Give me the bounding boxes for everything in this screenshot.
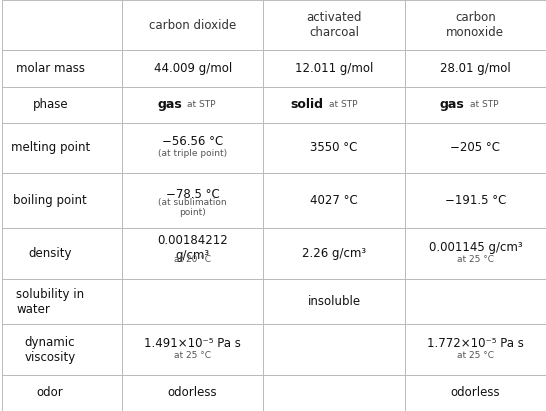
Bar <box>2 279 122 324</box>
Text: 3550 °C: 3550 °C <box>310 141 358 154</box>
Text: phase: phase <box>32 98 68 111</box>
Text: odorless: odorless <box>450 386 500 399</box>
Bar <box>263 324 405 375</box>
Text: boiling point: boiling point <box>13 194 87 207</box>
Text: 0.001145 g/cm³: 0.001145 g/cm³ <box>429 241 522 254</box>
Bar <box>122 229 263 279</box>
Bar <box>122 51 263 87</box>
Bar <box>2 87 122 122</box>
Text: −56.56 °C: −56.56 °C <box>162 135 223 148</box>
Bar <box>122 122 263 173</box>
Bar <box>263 279 405 324</box>
Text: at STP: at STP <box>187 100 216 109</box>
Text: −78.5 °C: −78.5 °C <box>166 187 219 201</box>
Text: (at triple point): (at triple point) <box>158 149 227 158</box>
Bar <box>405 375 546 411</box>
Bar <box>2 122 122 173</box>
Text: (at sublimation
point): (at sublimation point) <box>158 198 227 217</box>
Text: −191.5 °C: −191.5 °C <box>444 194 506 207</box>
Text: activated
charcoal: activated charcoal <box>306 11 362 39</box>
Bar <box>122 375 263 411</box>
Text: melting point: melting point <box>10 141 90 154</box>
Bar <box>2 173 122 229</box>
Bar <box>263 87 405 122</box>
Text: 28.01 g/mol: 28.01 g/mol <box>440 62 511 75</box>
Text: solid: solid <box>290 98 323 111</box>
Text: gas: gas <box>440 98 465 111</box>
Text: at 25 °C: at 25 °C <box>174 351 211 360</box>
Text: dynamic
viscosity: dynamic viscosity <box>25 336 76 364</box>
Bar <box>122 87 263 122</box>
Bar <box>122 324 263 375</box>
Bar <box>405 324 546 375</box>
Text: at STP: at STP <box>470 100 498 109</box>
Text: 2.26 g/cm³: 2.26 g/cm³ <box>302 247 366 260</box>
Bar <box>405 173 546 229</box>
Text: 1.491×10⁻⁵ Pa s: 1.491×10⁻⁵ Pa s <box>144 337 241 350</box>
Bar <box>263 122 405 173</box>
Text: odorless: odorless <box>168 386 217 399</box>
Bar <box>2 51 122 87</box>
Bar <box>263 375 405 411</box>
Text: 12.011 g/mol: 12.011 g/mol <box>295 62 373 75</box>
Bar <box>405 51 546 87</box>
Text: 4027 °C: 4027 °C <box>310 194 358 207</box>
Text: at 20 °C: at 20 °C <box>174 255 211 264</box>
Text: insoluble: insoluble <box>307 295 360 308</box>
Bar <box>2 229 122 279</box>
Text: at 25 °C: at 25 °C <box>457 255 494 264</box>
Bar <box>2 0 122 51</box>
Text: gas: gas <box>157 98 182 111</box>
Bar <box>122 0 263 51</box>
Text: −205 °C: −205 °C <box>450 141 500 154</box>
Text: molar mass: molar mass <box>16 62 85 75</box>
Bar <box>2 375 122 411</box>
Text: odor: odor <box>37 386 63 399</box>
Bar <box>405 87 546 122</box>
Bar <box>263 51 405 87</box>
Bar <box>263 229 405 279</box>
Bar <box>263 173 405 229</box>
Text: 44.009 g/mol: 44.009 g/mol <box>153 62 232 75</box>
Bar <box>263 0 405 51</box>
Text: carbon dioxide: carbon dioxide <box>149 19 236 32</box>
Text: at STP: at STP <box>329 100 357 109</box>
Bar <box>405 279 546 324</box>
Text: at 25 °C: at 25 °C <box>457 351 494 360</box>
Text: carbon
monoxide: carbon monoxide <box>446 11 505 39</box>
Text: solubility in
water: solubility in water <box>16 288 84 316</box>
Text: 1.772×10⁻⁵ Pa s: 1.772×10⁻⁵ Pa s <box>427 337 524 350</box>
Text: density: density <box>28 247 72 260</box>
Bar <box>405 229 546 279</box>
Bar <box>122 173 263 229</box>
Text: 0.00184212
g/cm³: 0.00184212 g/cm³ <box>157 233 228 261</box>
Bar <box>2 324 122 375</box>
Bar <box>405 0 546 51</box>
Bar <box>122 279 263 324</box>
Bar <box>405 122 546 173</box>
